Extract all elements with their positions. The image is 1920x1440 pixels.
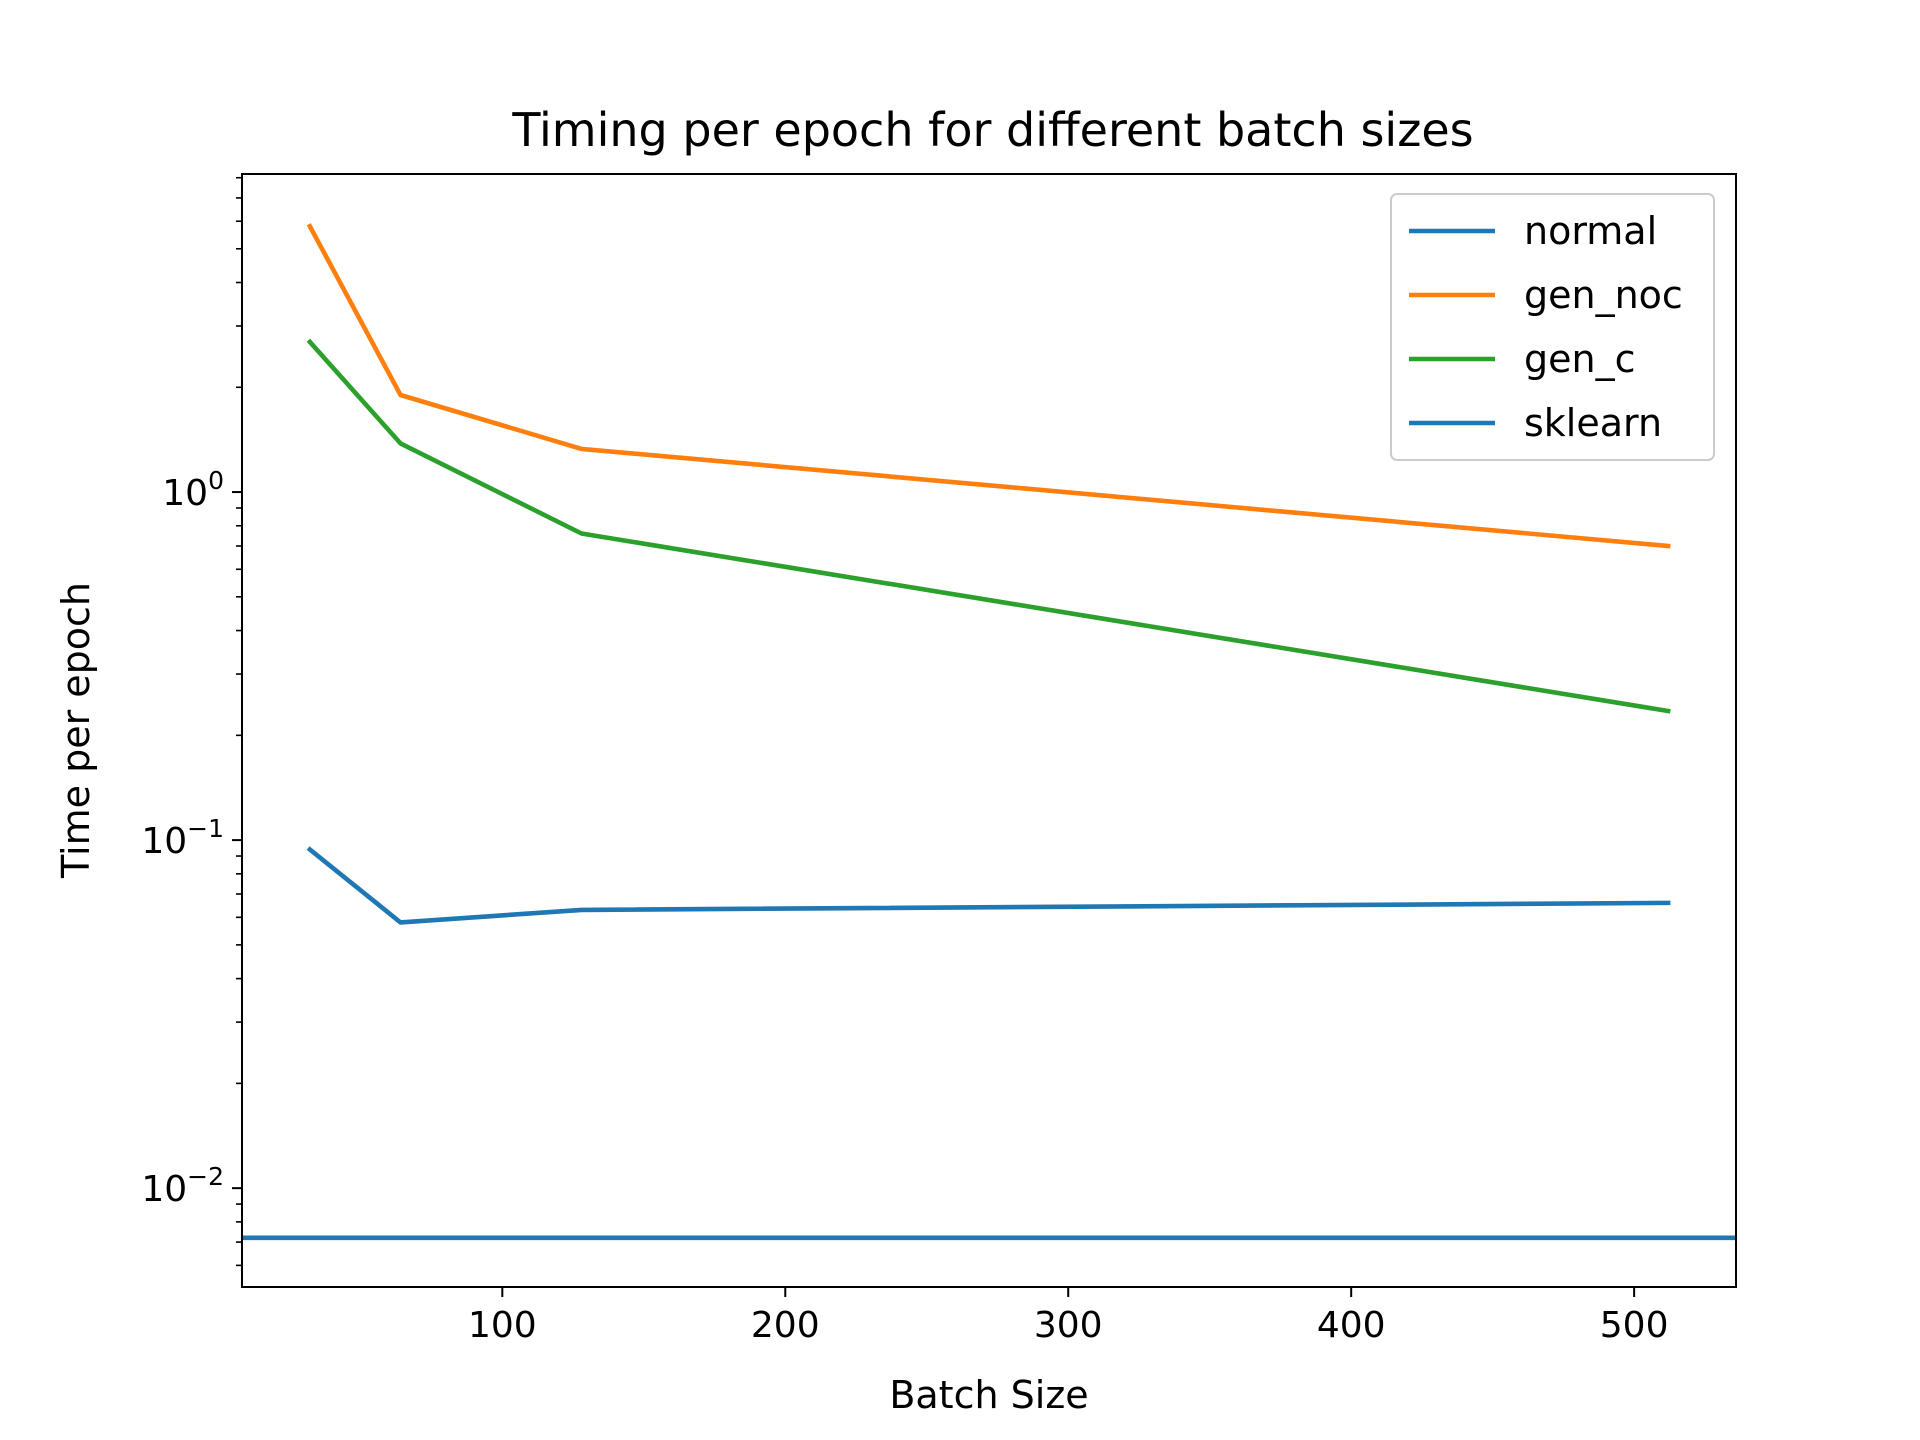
x-tick-label: 400 <box>1317 1305 1386 1346</box>
plot-frame <box>241 173 1737 1288</box>
x-tick-label: 300 <box>1034 1305 1103 1346</box>
y-axis: 10−2 10−1 100 <box>141 176 242 1267</box>
series-line-gen_noc <box>306 223 1671 549</box>
series-line-gen_c <box>306 338 1671 714</box>
x-tick-label: 100 <box>468 1305 537 1346</box>
y-tick-label: 10−1 <box>141 814 224 862</box>
legend-box <box>1390 193 1715 461</box>
chart-title: Timing per epoch for different batch siz… <box>511 103 1473 157</box>
legend-label-gen_noc: gen_noc <box>1524 273 1683 317</box>
x-tick-label: 200 <box>751 1305 820 1346</box>
x-tick-label: 500 <box>1600 1305 1669 1346</box>
legend-label-sklearn: sklearn <box>1524 401 1662 445</box>
series-line-normal <box>306 846 1671 925</box>
x-axis: 100 200 300 400 500 <box>468 1287 1669 1346</box>
y-axis-label: Time per epoch <box>54 582 98 879</box>
series-layer <box>242 223 1736 1241</box>
legend-label-normal: normal <box>1524 209 1657 253</box>
y-tick-label: 10−2 <box>141 1162 224 1210</box>
legend-label-gen_c: gen_c <box>1524 337 1635 381</box>
x-axis-label: Batch Size <box>889 1373 1088 1417</box>
y-tick-label: 100 <box>162 466 224 514</box>
